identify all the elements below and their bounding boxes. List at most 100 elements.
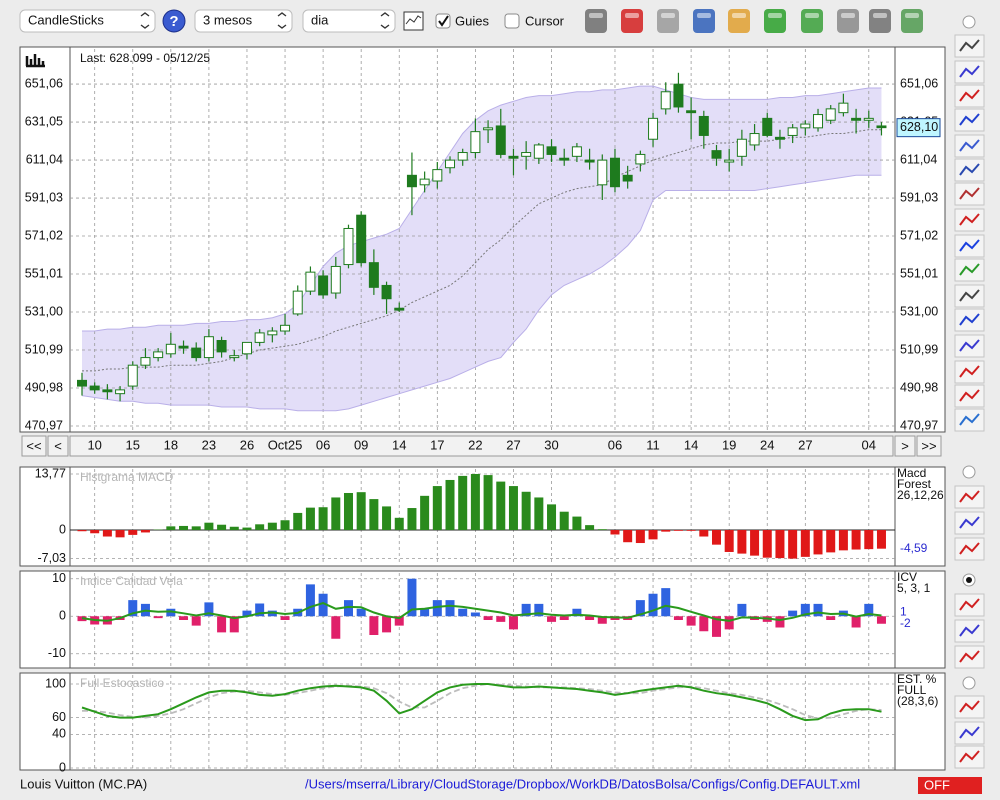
tool-button[interactable] xyxy=(954,258,985,282)
bar xyxy=(331,497,341,531)
candle-body xyxy=(559,157,570,161)
save-button[interactable] xyxy=(693,9,715,33)
settings-button[interactable] xyxy=(869,9,891,33)
tool-button[interactable] xyxy=(954,334,985,358)
bar xyxy=(331,616,341,639)
bar xyxy=(851,616,861,628)
panel-radio[interactable] xyxy=(962,15,976,29)
tool-glyph xyxy=(959,339,980,352)
tool-button[interactable] xyxy=(954,408,985,432)
tool-button[interactable] xyxy=(954,182,985,206)
tool-button[interactable] xyxy=(954,134,985,158)
bar xyxy=(217,616,227,633)
tool-button[interactable] xyxy=(954,593,985,617)
candle-body xyxy=(254,332,265,343)
tool-glyph xyxy=(959,700,980,713)
check-mark xyxy=(438,15,449,27)
x-tick-label: 23 xyxy=(202,437,216,452)
tool-button[interactable] xyxy=(954,308,985,332)
tool-button[interactable] xyxy=(954,284,985,308)
refresh-button[interactable] xyxy=(764,9,786,33)
candle-body xyxy=(648,117,659,140)
tool-button[interactable] xyxy=(954,360,985,384)
help-button[interactable] xyxy=(162,9,186,33)
bar xyxy=(470,612,480,617)
icon-body xyxy=(693,9,715,33)
tool-glyph xyxy=(959,365,980,378)
nav-button-label: < xyxy=(54,438,62,453)
nav-button[interactable] xyxy=(47,435,69,457)
y-tick-label: 510,99 xyxy=(25,342,63,356)
bar xyxy=(673,530,683,531)
bar xyxy=(876,530,886,549)
chart-panel: 0 40 60 100 Full Estocastico EST. %FULL(28,3,… xyxy=(19,672,946,774)
cursor-label: Cursor xyxy=(525,13,565,28)
candle-body xyxy=(343,227,354,266)
tool-button[interactable] xyxy=(954,158,985,182)
bar xyxy=(534,603,544,617)
nav-button[interactable] xyxy=(894,435,916,457)
tool-button[interactable] xyxy=(954,60,985,84)
tool-button[interactable] xyxy=(954,695,985,719)
checkbox[interactable] xyxy=(504,13,520,29)
icon-highlight xyxy=(625,13,639,18)
open-button[interactable] xyxy=(728,9,750,33)
tool-button[interactable] xyxy=(954,645,985,669)
bar xyxy=(597,616,607,624)
bar xyxy=(115,530,125,538)
tool-button[interactable] xyxy=(954,34,985,58)
calendar-button[interactable] xyxy=(901,9,923,33)
icon-body xyxy=(801,9,823,33)
tool-button[interactable] xyxy=(954,485,985,509)
bar xyxy=(559,511,569,531)
delete-button[interactable] xyxy=(621,9,643,33)
bar xyxy=(280,616,290,620)
currency-button[interactable] xyxy=(837,9,859,33)
chart-type-value: CandleSticks xyxy=(28,12,104,27)
nav-button[interactable] xyxy=(21,435,47,457)
tool-button[interactable] xyxy=(954,619,985,643)
tool-glyph xyxy=(959,139,980,152)
icon-body xyxy=(901,9,923,33)
tool-button[interactable] xyxy=(954,537,985,561)
history-button[interactable] xyxy=(801,9,823,33)
candle-body xyxy=(406,174,417,188)
y-tick-label-right: 651,06 xyxy=(900,76,938,90)
x-tick-label: 14 xyxy=(392,437,406,452)
chart-type-select[interactable] xyxy=(19,9,156,33)
trash-button[interactable] xyxy=(585,9,607,33)
tool-button[interactable] xyxy=(954,108,985,132)
period-select[interactable] xyxy=(194,9,293,33)
interval-select[interactable] xyxy=(302,9,396,33)
panel-radio[interactable] xyxy=(962,676,976,690)
tool-button[interactable] xyxy=(954,384,985,408)
tool-button[interactable] xyxy=(954,84,985,108)
bar xyxy=(407,508,417,531)
y-tick-label: 470,97 xyxy=(25,418,63,432)
panel-radio[interactable] xyxy=(962,465,976,479)
tool-button[interactable] xyxy=(954,511,985,535)
help-icon: ? xyxy=(169,13,178,30)
tool-button[interactable] xyxy=(954,721,985,745)
print-button[interactable] xyxy=(657,9,679,33)
bar xyxy=(521,603,531,617)
tool-button[interactable] xyxy=(954,745,985,769)
bar xyxy=(635,530,645,544)
y-tick-label: 651,06 xyxy=(25,76,63,90)
bar xyxy=(788,530,798,559)
nav-button[interactable] xyxy=(916,435,942,457)
tool-button[interactable] xyxy=(954,234,985,258)
bar xyxy=(547,616,557,622)
bar xyxy=(420,495,430,531)
state-indicator[interactable] xyxy=(918,777,982,794)
y-tick-label-right: 571,02 xyxy=(900,228,938,242)
chart-settings-button[interactable] xyxy=(403,11,424,31)
x-tick-label: 27 xyxy=(798,437,812,452)
tool-button[interactable] xyxy=(954,208,985,232)
y-tick-label-right: 470,97 xyxy=(900,418,938,432)
bar xyxy=(737,603,747,617)
icon-highlight xyxy=(841,13,855,18)
tool-glyph xyxy=(959,624,980,637)
bar xyxy=(648,530,658,540)
